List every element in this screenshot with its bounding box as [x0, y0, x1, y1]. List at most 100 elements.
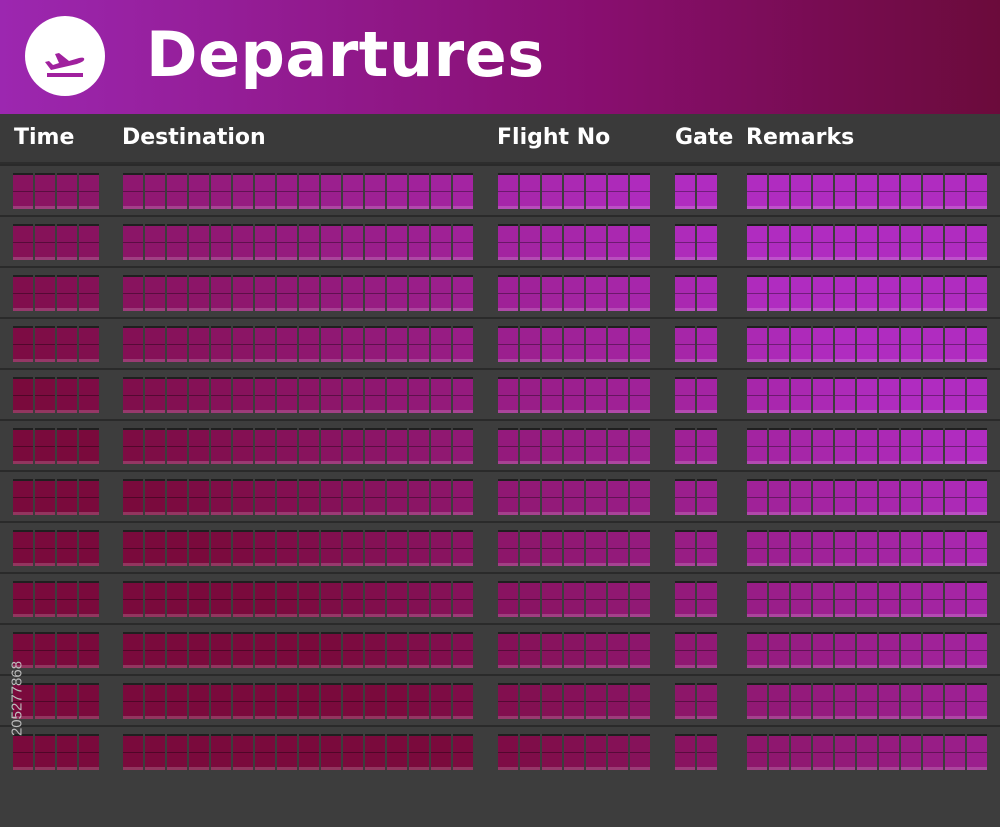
flap-cell-destination [123, 632, 143, 668]
flap-cell-destination [387, 530, 407, 566]
flap-cell-flight_no [520, 377, 540, 413]
flap-cell-flight_no [586, 275, 606, 311]
flap-cell-remarks [879, 173, 899, 209]
flap-cell-destination [409, 377, 429, 413]
flap-cell-gate [697, 683, 717, 719]
flap-cell-flight_no [542, 173, 562, 209]
flap-cell-remarks [791, 530, 811, 566]
flap-cell-flight_no [608, 326, 628, 362]
flap-cell-time [79, 479, 99, 515]
flap-cell-remarks [923, 530, 943, 566]
flap-cell-destination [233, 479, 253, 515]
flap-cell-time [57, 734, 77, 770]
flap-cell-time [13, 734, 33, 770]
flap-cell-remarks [901, 581, 921, 617]
flap-cell-flight_no [630, 326, 650, 362]
flap-cell-remarks [901, 377, 921, 413]
flap-cell-flight_no [630, 173, 650, 209]
flap-cell-flight_no [520, 530, 540, 566]
flap-cell-flight_no [498, 479, 518, 515]
flap-cell-remarks [835, 734, 855, 770]
flap-cell-destination [277, 581, 297, 617]
flap-cell-remarks [901, 326, 921, 362]
flap-cell-destination [233, 377, 253, 413]
flap-cell-flight_no [498, 581, 518, 617]
flap-cell-remarks [791, 632, 811, 668]
flap-cell-destination [321, 275, 341, 311]
flap-cell-flight_no [608, 377, 628, 413]
flap-cell-remarks [967, 275, 987, 311]
flap-cell-destination [343, 326, 363, 362]
flap-cell-destination [255, 275, 275, 311]
flap-cell-destination [145, 530, 165, 566]
side-code: 205277868 [6, 590, 28, 810]
board-row [0, 470, 1000, 520]
flap-cell-destination [123, 377, 143, 413]
flap-cell-time [57, 683, 77, 719]
flap-cell-remarks [813, 632, 833, 668]
flap-cell-flight_no [630, 377, 650, 413]
flap-cell-destination [299, 734, 319, 770]
flap-cell-time [35, 224, 55, 260]
flap-cell-destination [211, 224, 231, 260]
flap-cell-remarks [813, 377, 833, 413]
flap-cell-time [79, 224, 99, 260]
flap-cell-gate [675, 173, 695, 209]
flap-cell-destination [189, 224, 209, 260]
flap-cell-destination [387, 734, 407, 770]
flap-cell-destination [299, 428, 319, 464]
flap-cell-destination [321, 479, 341, 515]
flap-cell-destination [123, 530, 143, 566]
flap-cell-destination [255, 734, 275, 770]
flap-cell-remarks [923, 326, 943, 362]
flap-cell-remarks [857, 275, 877, 311]
flap-cell-flight_no [564, 581, 584, 617]
flap-cell-remarks [945, 530, 965, 566]
flap-cell-destination [299, 530, 319, 566]
flap-cell-flight_no [520, 173, 540, 209]
flap-cell-remarks [923, 581, 943, 617]
flap-cell-remarks [769, 632, 789, 668]
flap-cell-destination [365, 224, 385, 260]
flap-cell-remarks [967, 479, 987, 515]
flap-cell-destination [233, 530, 253, 566]
flap-cell-flight_no [608, 173, 628, 209]
flap-cell-destination [145, 377, 165, 413]
flap-cell-destination [189, 377, 209, 413]
flap-cell-destination [255, 581, 275, 617]
flap-cell-destination [145, 428, 165, 464]
flap-cell-remarks [879, 530, 899, 566]
flap-cell-destination [211, 377, 231, 413]
flap-cell-destination [123, 581, 143, 617]
flap-cell-remarks [769, 428, 789, 464]
row-divider [0, 572, 1000, 574]
flap-cell-time [57, 326, 77, 362]
flap-cell-gate [675, 683, 695, 719]
flap-cell-remarks [813, 428, 833, 464]
flap-cell-remarks [835, 377, 855, 413]
flap-cell-destination [167, 377, 187, 413]
flap-cell-destination [431, 173, 451, 209]
flap-cell-remarks [945, 275, 965, 311]
flap-cell-remarks [923, 479, 943, 515]
flap-cell-destination [453, 632, 473, 668]
flap-cell-remarks [835, 581, 855, 617]
flap-cell-destination [211, 173, 231, 209]
flap-cell-remarks [747, 326, 767, 362]
flap-cell-destination [299, 224, 319, 260]
flap-cell-destination [409, 173, 429, 209]
flap-cell-destination [211, 632, 231, 668]
flap-cell-destination [189, 428, 209, 464]
flap-cell-flight_no [608, 479, 628, 515]
flap-cell-remarks [901, 734, 921, 770]
flap-cell-remarks [791, 224, 811, 260]
flap-cell-destination [211, 581, 231, 617]
flap-cell-remarks [835, 530, 855, 566]
flap-cell-time [79, 275, 99, 311]
flap-cell-flight_no [564, 173, 584, 209]
flap-cell-destination [343, 479, 363, 515]
flap-cell-flight_no [542, 734, 562, 770]
flap-cell-gate [697, 632, 717, 668]
flap-cell-flight_no [498, 224, 518, 260]
flap-cell-gate [697, 173, 717, 209]
